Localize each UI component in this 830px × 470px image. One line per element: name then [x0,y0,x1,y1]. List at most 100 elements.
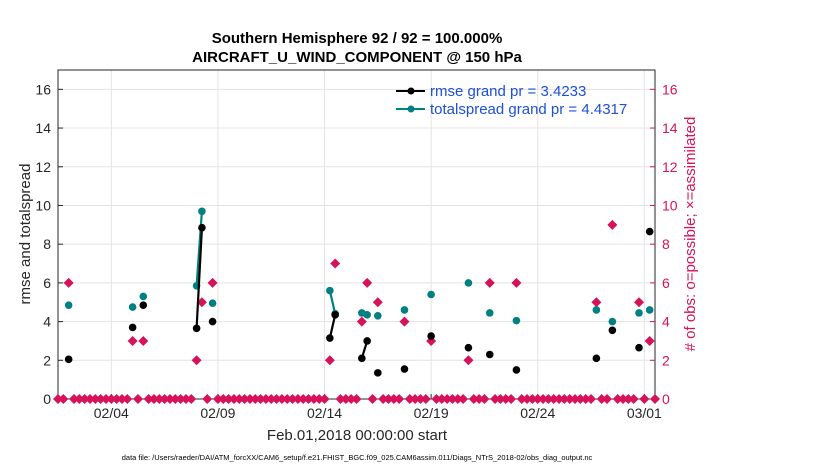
obs-count-marker [479,394,490,404]
rmse-point [208,317,217,326]
y-tick-label-left: 6 [43,275,51,291]
obs-count-marker [207,277,218,288]
obs-count-marker [500,394,511,404]
obs-count-marker [639,394,650,404]
totalspread-point [608,317,617,326]
obs-count-marker [554,394,565,404]
obs-count-marker [68,394,79,404]
obs-count-marker [53,394,63,404]
obs-count-marker [106,394,117,404]
rmse-point [512,366,521,374]
obs-count-marker [490,394,501,404]
obs-count-marker [180,394,191,404]
obs-count-marker [420,394,431,404]
obs-count-marker [79,394,90,404]
y-tick-label-right: 2 [662,352,670,368]
obs-count-marker [650,394,660,404]
obs-count-marker [596,394,607,404]
totalspread-point [485,309,494,317]
totalspread-point [374,311,382,320]
x-tick-label: 02/24 [520,405,555,421]
obs-count-marker [319,394,330,404]
legend: rmse grand pr = 3.4233 totalspread grand… [396,83,627,118]
totalspread-point [512,316,521,325]
obs-count-marker [234,394,245,404]
obs-count-marker [580,394,591,404]
obs-count-marker [346,394,357,404]
rmse-point [358,354,366,363]
y-tick-label-right: 10 [662,197,678,213]
obs-count-marker [218,394,229,404]
obs-count-marker [95,394,106,404]
obs-count-marker [351,394,362,404]
x-tick-label: 02/04 [94,405,129,421]
obs-count-marker [442,394,453,404]
totalspread-point [139,292,148,301]
totalspread-point [400,306,409,314]
obs-count-marker [415,394,426,404]
obs-count-marker [543,394,554,404]
totalspread-point [64,301,73,309]
obs-count-marker [228,394,239,404]
obs-count-marker [239,394,250,404]
obs-count-marker [506,394,517,404]
totalspread-line-segment [195,211,204,286]
obs-count-marker [538,394,549,404]
obs-count-marker [628,394,639,404]
x-tick-label: 02/09 [200,405,235,421]
rmse-point [192,324,201,333]
obs-count-marker [244,394,255,404]
obs-count-marker [436,394,447,404]
obs-count-marker [431,394,442,404]
obs-count-marker [612,394,623,404]
obs-count-marker [474,394,485,404]
obs-count-marker [570,394,581,404]
obs-count-marker [143,394,154,404]
y-tick-label-left: 16 [35,81,51,97]
x-tick-label: 02/19 [414,405,449,421]
obs-count-marker [367,394,378,404]
obs-count-marker [116,394,127,404]
y-tick-label-left: 14 [35,120,51,136]
obs-count-marker [511,277,522,288]
obs-count-marker [516,394,527,404]
legend-totalspread-label: totalspread grand pr = 4.4317 [430,101,627,118]
y-tick-label-left: 10 [35,197,51,213]
obs-count-marker [484,277,495,288]
obs-count-marker [202,394,213,404]
obs-count-marker [410,394,421,404]
totalspread-point [326,286,334,295]
obs-count-marker [250,394,261,404]
y-tick-label-right: 6 [662,275,670,291]
obs-count-marker [314,394,325,404]
grid-lines [58,70,655,399]
rmse-point [645,227,654,236]
x-tick-label: 02/14 [307,405,342,421]
totalspread-point [198,207,206,216]
legend-rmse-marker [407,87,415,95]
rmse-point [608,326,617,335]
obs-count-marker [154,394,165,404]
obs-count-marker [394,394,405,404]
obs-count-marker [191,355,202,366]
totalspread-point [208,299,217,308]
y-tick-label-left: 0 [43,391,51,407]
y-tick-label-left: 8 [43,236,51,252]
obs-count-marker [644,335,655,346]
rmse-point [198,223,206,232]
rmse-point [592,354,601,363]
obs-count-marker [186,394,197,404]
obs-count-marker [618,394,629,404]
obs-count-marker [591,297,602,308]
obs-count-marker [122,394,133,404]
obs-count-marker [340,394,351,404]
totalspread-point [427,290,435,299]
obs-count-marker [271,394,282,404]
rmse-point [363,337,371,345]
obs-count-marker [127,335,138,346]
data-file-footer: data file: /Users/raeder/DAI/ATM_forcXX/… [122,453,593,462]
obs-count-marker [532,394,543,404]
obs-count-marker [383,394,394,404]
rmse-point [326,334,334,342]
obs-count-marker [148,394,159,404]
